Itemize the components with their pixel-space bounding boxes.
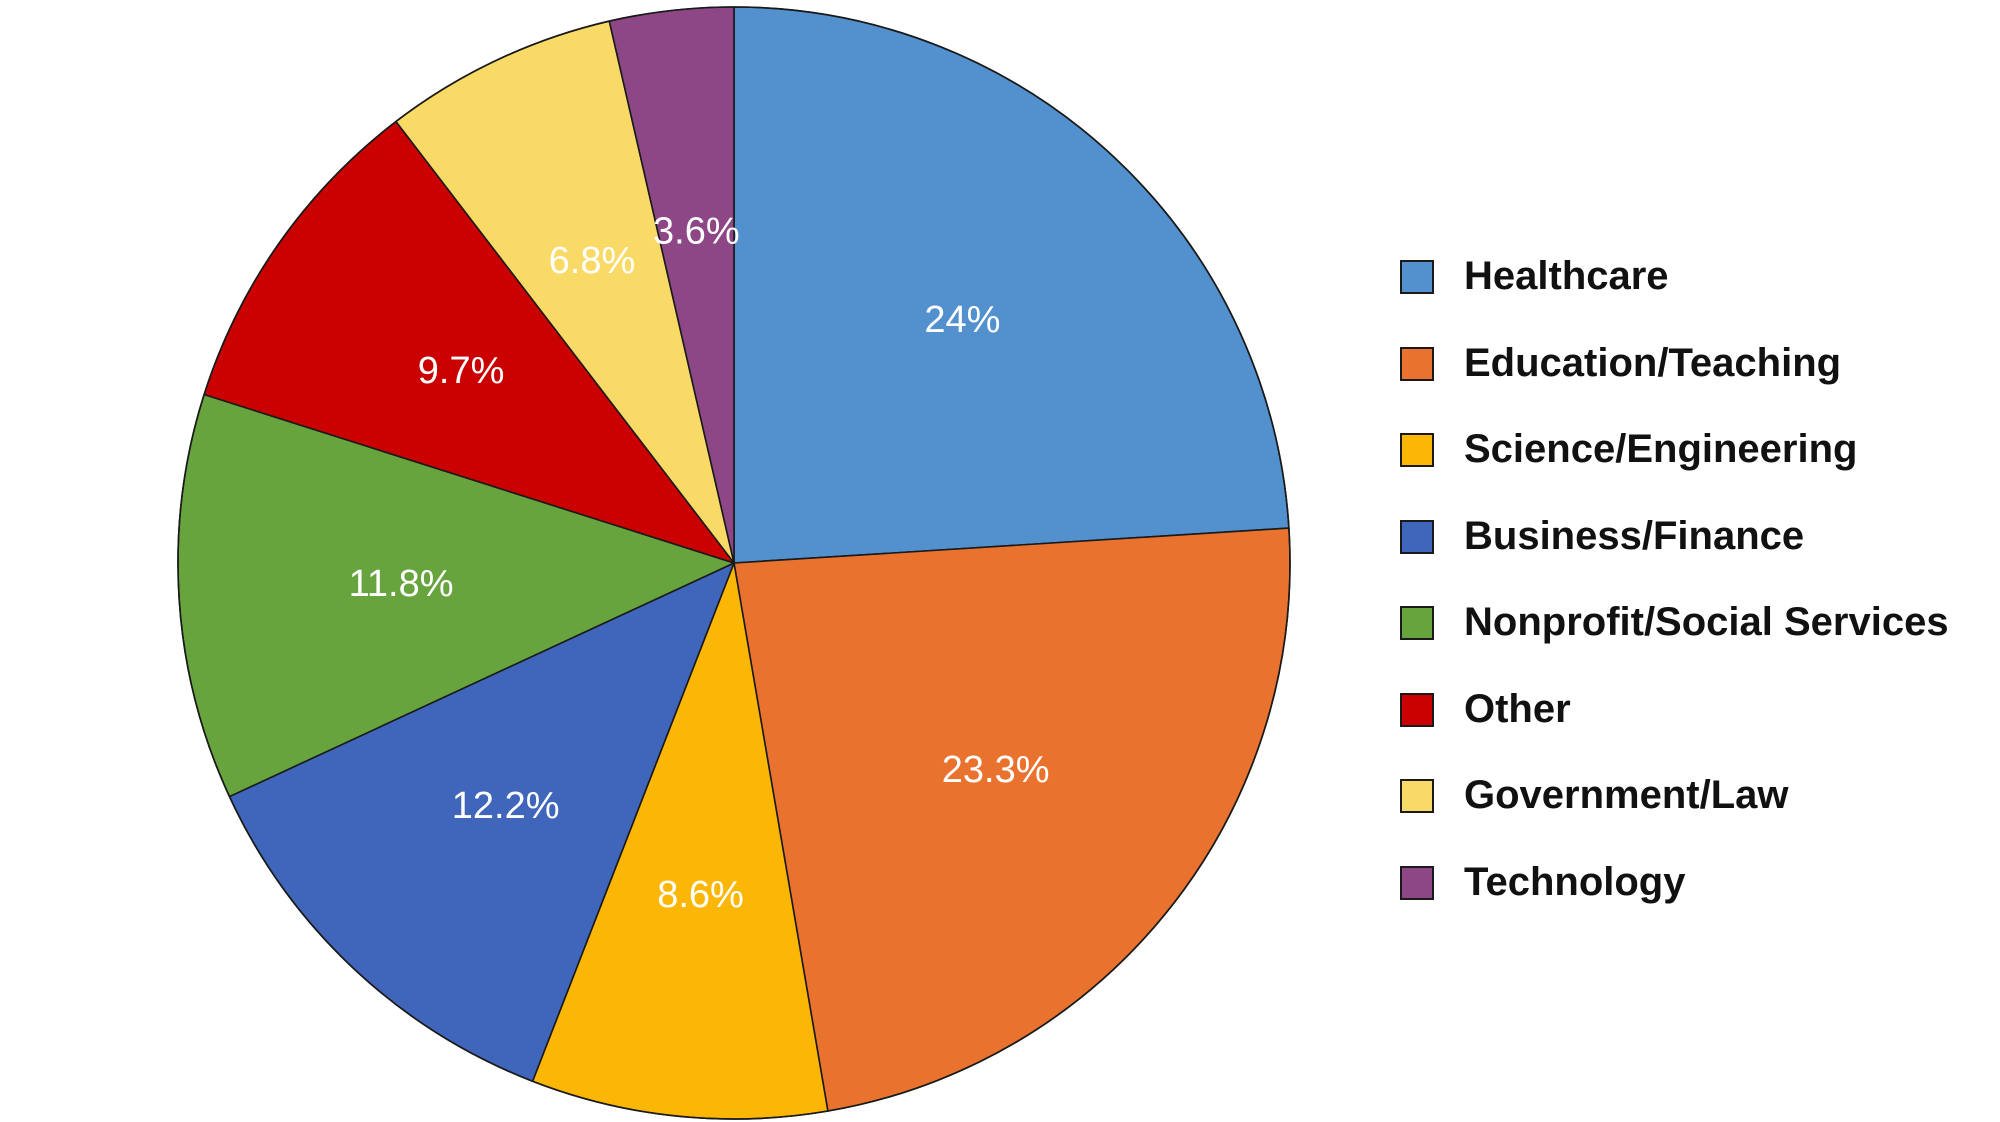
legend-item: Nonprofit/Social Services: [1400, 594, 1990, 681]
legend-label: Healthcare: [1464, 254, 1669, 298]
legend-item: Other: [1400, 681, 1990, 768]
legend-label: Business/Finance: [1464, 513, 1805, 558]
legend-swatch: [1400, 260, 1434, 294]
slice-value-label: 9.7%: [418, 350, 505, 392]
slice-value-label: 8.6%: [657, 874, 744, 916]
legend-label: Technology: [1464, 859, 1686, 904]
legend-label: Government/Law: [1464, 773, 1789, 817]
legend-label: Nonprofit/Social Services: [1464, 600, 1949, 644]
slice-value-label: 6.8%: [549, 240, 636, 282]
pie-slices: [177, 6, 1291, 1120]
legend-swatch: [1400, 346, 1434, 381]
legend-label: Science/Engineering: [1464, 427, 1858, 471]
legend-item: Science/Engineering: [1400, 421, 1990, 508]
pie-slice-education-teaching: [733, 527, 1291, 1112]
pie-outline: [177, 6, 1291, 1120]
slice-value-label: 12.2%: [452, 785, 560, 827]
legend-label: Other: [1464, 686, 1571, 731]
legend-swatch: [1400, 606, 1434, 640]
legend-item: Healthcare: [1400, 248, 1990, 335]
legend-swatch: [1400, 779, 1434, 813]
legend-label: Education/Teaching: [1464, 340, 1842, 385]
legend-swatch: [1400, 519, 1434, 554]
pie-slice-labels: 24% 23.3% 8.6% 12.2% 11.8% 9.7% 6.8% 3.6%: [349, 211, 1050, 916]
legend-item: Education/Teaching: [1400, 335, 1990, 422]
slice-value-label: 3.6%: [653, 211, 740, 253]
legend-item: Technology: [1400, 854, 1990, 941]
slice-value-label: 11.8%: [349, 563, 454, 605]
legend-swatch: [1400, 433, 1434, 467]
legend-item: Business/Finance: [1400, 508, 1990, 595]
legend: Healthcare Education/Teaching Science/Engi…: [1400, 248, 1990, 940]
legend-swatch: [1400, 865, 1434, 900]
legend-item: Government/Law: [1400, 767, 1990, 854]
slice-value-label: 23.3%: [942, 749, 1050, 791]
slice-value-label: 24%: [924, 299, 1000, 341]
legend-swatch: [1400, 692, 1434, 727]
pie-slice-healthcare: [733, 6, 1290, 564]
